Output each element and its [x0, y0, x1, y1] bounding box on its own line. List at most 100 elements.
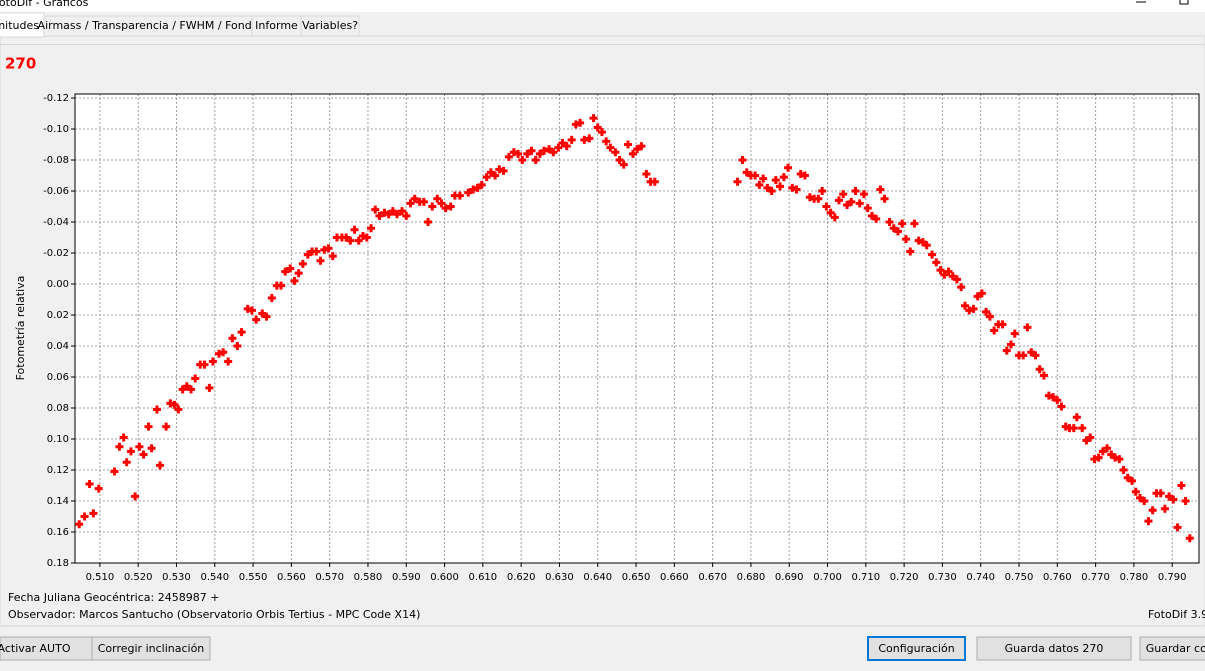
button[interactable]	[91, 636, 211, 661]
button-label[interactable]: Activar AUTO	[0, 642, 71, 655]
data-point	[867, 211, 876, 220]
data-point	[1119, 466, 1128, 475]
data-point	[763, 183, 772, 192]
button-label[interactable]: Configuración	[878, 642, 954, 655]
x-tick-label: 0.690	[775, 572, 804, 583]
x-tick-label: 0.580	[354, 572, 383, 583]
x-tick-label: 0.640	[583, 572, 612, 583]
tab-label[interactable]: Informe	[255, 19, 298, 32]
data-point	[531, 156, 540, 165]
button[interactable]	[867, 636, 966, 661]
data-point	[1082, 436, 1091, 445]
data-point	[859, 190, 868, 199]
plot-border	[74, 93, 1200, 564]
data-point	[1078, 424, 1087, 433]
button-label[interactable]: Corregir inclinación	[98, 642, 205, 655]
data-point	[1098, 447, 1107, 456]
data-point	[851, 187, 860, 196]
data-point	[80, 512, 89, 521]
title-bar	[0, 0, 1205, 12]
data-point	[597, 128, 606, 137]
data-point	[1053, 396, 1062, 405]
data-point	[1131, 487, 1140, 496]
data-point	[624, 140, 633, 149]
data-point	[961, 301, 970, 310]
data-point	[948, 272, 957, 281]
data-point	[1039, 371, 1048, 380]
data-point	[1090, 455, 1099, 464]
data-point	[835, 196, 844, 205]
data-point	[312, 247, 321, 256]
x-tick-label: 0.540	[200, 572, 229, 583]
data-point	[1027, 348, 1036, 357]
data-point	[977, 289, 986, 298]
data-point	[523, 149, 532, 158]
data-point	[1115, 455, 1124, 464]
data-point	[562, 142, 571, 151]
data-point	[1031, 351, 1040, 360]
data-point	[518, 156, 527, 165]
data-point	[1111, 453, 1120, 462]
data-point	[126, 447, 135, 456]
data-point	[810, 194, 819, 203]
data-point	[788, 183, 797, 192]
button-label[interactable]: Guarda datos 270	[1005, 642, 1104, 655]
tab[interactable]	[300, 15, 360, 37]
tab-label[interactable]: Variables?	[302, 19, 358, 32]
data-point	[839, 190, 848, 199]
y-tick-label: 0.04	[47, 341, 69, 352]
x-tick-label: 0.750	[1005, 572, 1034, 583]
data-point	[473, 183, 482, 192]
y-axis-label: Fotometría relativa	[14, 276, 27, 381]
x-tick-label: 0.680	[737, 572, 766, 583]
tab-label[interactable]: Magnitudes	[0, 19, 39, 32]
data-point	[1023, 323, 1032, 332]
data-point	[889, 224, 898, 233]
data-point	[187, 385, 196, 394]
data-point	[380, 208, 389, 217]
data-point	[771, 176, 780, 185]
x-tick-label: 0.630	[545, 572, 574, 583]
data-point	[252, 315, 261, 324]
tab-label[interactable]: Airmass / Transparencia / FWHM / Fondo	[38, 19, 259, 32]
x-tick-label: 0.550	[239, 572, 268, 583]
data-point	[1177, 481, 1186, 490]
y-tick-label: 0.10	[47, 434, 69, 445]
data-point	[637, 142, 646, 151]
button[interactable]	[1139, 636, 1205, 661]
data-point	[332, 233, 341, 242]
data-point	[398, 207, 407, 216]
data-point	[880, 194, 889, 203]
data-point	[243, 304, 252, 313]
data-point	[441, 204, 450, 213]
data-point	[367, 224, 376, 233]
data-point	[571, 120, 580, 129]
button[interactable]	[976, 636, 1132, 661]
data-point	[876, 185, 885, 194]
data-point	[1006, 340, 1015, 349]
y-tick-label: 0.08	[47, 403, 69, 414]
data-point	[545, 145, 554, 154]
button-label[interactable]: Guardar como	[1146, 642, 1205, 655]
data-point	[350, 225, 359, 234]
data-point	[554, 143, 563, 152]
data-point	[1057, 402, 1066, 411]
data-point	[906, 247, 915, 256]
data-point	[602, 137, 611, 146]
data-point	[1019, 351, 1028, 360]
maximize[interactable]	[1179, 0, 1189, 5]
object-label: 270	[5, 55, 36, 73]
data-point	[872, 214, 881, 223]
data-point	[410, 194, 419, 203]
x-tick-label: 0.700	[813, 572, 842, 583]
x-tick-label: 0.530	[162, 572, 191, 583]
data-point	[174, 405, 183, 414]
data-point	[611, 148, 620, 157]
data-point	[464, 188, 473, 197]
version-label: FotoDif 3.93	[1148, 608, 1205, 621]
x-tick-label: 0.780	[1120, 572, 1149, 583]
plot-area	[75, 94, 1199, 563]
data-point	[998, 320, 1007, 329]
data-point	[733, 177, 742, 186]
